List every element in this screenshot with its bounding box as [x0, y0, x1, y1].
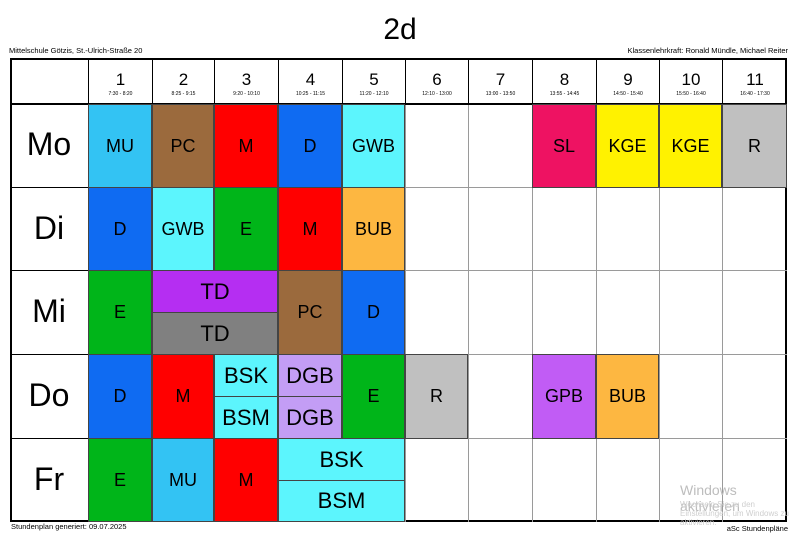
lesson-block[interactable]: R: [722, 104, 787, 188]
lesson-block[interactable]: BSK: [278, 438, 405, 481]
grid-line: [722, 104, 723, 522]
lesson-block[interactable]: M: [152, 354, 214, 439]
period-header-10: 10 15:50 - 16:40: [659, 58, 722, 104]
day-divider: [10, 438, 88, 439]
lesson-block[interactable]: MU: [152, 438, 214, 522]
grid-line: [88, 187, 787, 188]
day-divider: [10, 270, 88, 271]
period-header-8: 8 13:55 - 14:45: [532, 58, 596, 104]
lesson-block[interactable]: GWB: [342, 104, 405, 188]
period-time: 14:50 - 15:40: [613, 91, 643, 97]
period-header-4: 4 10:25 - 11:15: [278, 58, 342, 104]
period-header-9: 9 14:50 - 15:40: [596, 58, 659, 104]
lesson-block[interactable]: BUB: [342, 187, 405, 271]
lesson-block[interactable]: TD: [152, 312, 278, 355]
period-header-1: 1 7:30 - 8:20: [88, 58, 152, 104]
lesson-block[interactable]: M: [214, 438, 278, 522]
lesson-block[interactable]: TD: [152, 270, 278, 313]
period-number: 7: [495, 70, 506, 89]
lesson-block[interactable]: PC: [152, 104, 214, 188]
lesson-block[interactable]: M: [214, 104, 278, 188]
period-time: 16:40 - 17:30: [740, 91, 770, 97]
lesson-block[interactable]: D: [88, 354, 152, 439]
lesson-block[interactable]: E: [88, 438, 152, 522]
period-number: 4: [305, 70, 316, 89]
lesson-block[interactable]: E: [88, 270, 152, 355]
generated-date: Stundenplan generiert: 09.07.2025: [11, 522, 127, 531]
grid-line: [596, 104, 597, 522]
lesson-block[interactable]: BSK: [214, 354, 278, 397]
lesson-block[interactable]: MU: [88, 104, 152, 188]
period-time: 15:50 - 16:40: [676, 91, 706, 97]
period-time: 9:20 - 10:10: [233, 91, 260, 97]
class-teacher: Klassenlehrkraft: Ronald Mündle, Michael…: [627, 46, 789, 55]
period-time: 11:20 - 12:10: [359, 91, 389, 97]
period-header-2: 2 8:25 - 9:15: [152, 58, 214, 104]
period-header-5: 5 11:20 - 12:10: [342, 58, 405, 104]
school-name: Mittelschule Götzis, St.-Ulrich-Straße 2…: [9, 46, 143, 55]
lesson-block[interactable]: GWB: [152, 187, 214, 271]
period-time: 8:25 - 9:15: [171, 91, 196, 97]
day-label-di: Di: [33, 210, 65, 246]
grid-line: [468, 104, 469, 522]
period-time: 7:30 - 8:20: [108, 91, 133, 97]
timetable-title: 2d: [383, 13, 417, 46]
software-credit: aSc Stundenpläne: [726, 524, 788, 533]
day-label-do: Do: [28, 377, 70, 413]
windows-activation-watermark: Windows aktivieren: [680, 482, 740, 514]
grid-line: [405, 104, 406, 522]
day-divider: [10, 187, 88, 188]
period-header-6: 6 12:10 - 13:00: [405, 58, 468, 104]
period-number: 9: [623, 70, 633, 89]
period-number: 8: [559, 70, 570, 89]
period-header-7: 7 13:00 - 13:50: [468, 58, 532, 104]
period-time: 13:55 - 14:45: [549, 91, 580, 97]
period-number: 1: [115, 70, 126, 89]
period-number: 10: [681, 70, 701, 89]
lesson-block[interactable]: M: [278, 187, 342, 271]
period-header-11: 11 16:40 - 17:30: [722, 58, 787, 104]
period-number: 2: [178, 70, 189, 89]
grid-line: [532, 104, 533, 522]
period-time: 13:00 - 13:50: [485, 91, 516, 97]
lesson-block[interactable]: BSM: [278, 480, 405, 522]
lesson-block[interactable]: R: [405, 354, 468, 439]
period-header-3: 3 9:20 - 10:10: [214, 58, 278, 104]
lesson-block[interactable]: E: [214, 187, 278, 271]
lesson-block[interactable]: DGB: [278, 396, 342, 439]
lesson-block[interactable]: BSM: [214, 396, 278, 439]
period-number: 3: [241, 70, 252, 89]
period-time: 12:10 - 13:00: [422, 91, 452, 97]
day-label-mo: Mo: [26, 126, 72, 162]
lesson-block[interactable]: E: [342, 354, 405, 439]
windows-activation-hint: Wechseln Sie zu den Einstellungen, um Wi…: [680, 500, 789, 527]
period-number: 11: [746, 70, 764, 89]
period-number: 6: [432, 70, 442, 89]
period-time: 10:25 - 11:15: [295, 91, 326, 97]
lesson-block[interactable]: DGB: [278, 354, 342, 397]
day-divider: [10, 354, 88, 355]
grid-line: [88, 270, 787, 271]
lesson-block[interactable]: D: [278, 104, 342, 188]
lesson-block[interactable]: GPB: [532, 354, 596, 439]
day-label-mi: Mi: [32, 293, 66, 329]
lesson-block[interactable]: KGE: [596, 104, 659, 188]
grid-line: [659, 104, 660, 522]
period-number: 5: [369, 70, 379, 89]
lesson-block[interactable]: BUB: [596, 354, 659, 439]
lesson-block[interactable]: PC: [278, 270, 342, 355]
lesson-block[interactable]: D: [88, 187, 152, 271]
lesson-block[interactable]: D: [342, 270, 405, 355]
lesson-block[interactable]: KGE: [659, 104, 722, 188]
day-label-fr: Fr: [33, 461, 65, 497]
lesson-block[interactable]: SL: [532, 104, 596, 188]
